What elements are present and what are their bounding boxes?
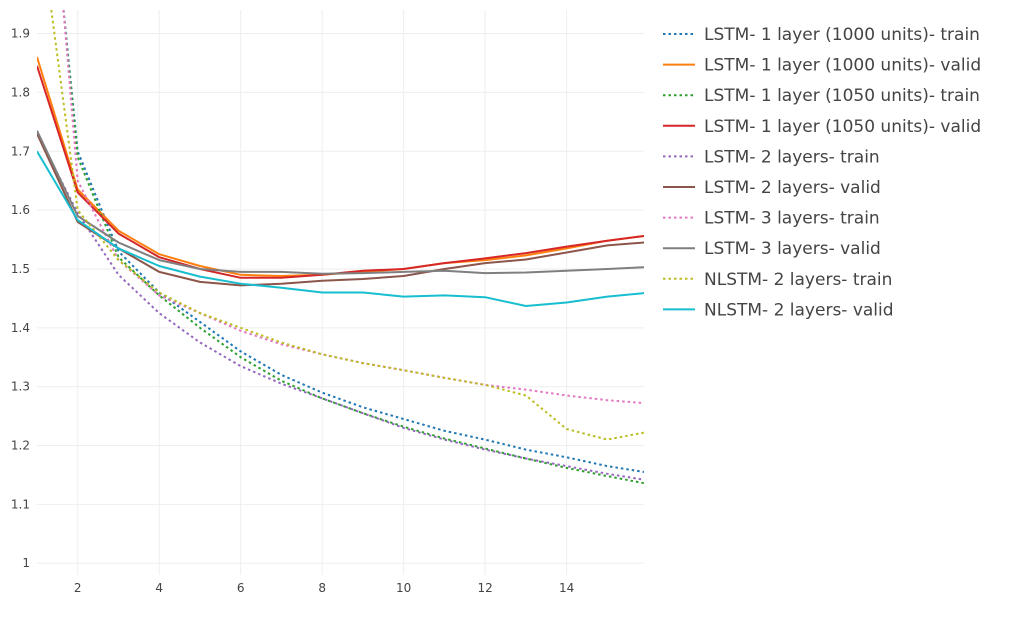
legend-item[interactable]: LSTM- 2 layers- valid xyxy=(663,178,881,198)
legend-label: NLSTM- 2 layers- valid xyxy=(704,300,894,320)
series-line-9 xyxy=(50,10,644,441)
y-tick-label: 1 xyxy=(22,556,30,570)
legend: LSTM- 1 layer (1000 units)- train LSTM- 1… xyxy=(663,25,981,320)
y-tick-label: 1.2 xyxy=(11,439,30,453)
x-tick-label: 12 xyxy=(477,581,492,595)
y-tick-label: 1.6 xyxy=(11,203,30,217)
legend-item[interactable]: LSTM- 1 layer (1000 units)- valid xyxy=(663,56,981,76)
y-tick-label: 1.7 xyxy=(11,144,30,158)
legend-label: LSTM- 1 layer (1050 units)- valid xyxy=(704,117,981,137)
y-tick-label: 1.1 xyxy=(11,497,30,511)
legend-item[interactable]: LSTM- 1 layer (1000 units)- train xyxy=(663,25,980,45)
y-tick-label: 1.8 xyxy=(11,85,30,99)
x-tick-label: 4 xyxy=(155,581,163,595)
series-layer xyxy=(37,10,644,485)
y-tick-label: 1.5 xyxy=(11,262,30,276)
series-line-1 xyxy=(62,10,644,473)
x-tick-label: 14 xyxy=(559,581,574,595)
series-line-7 xyxy=(62,10,644,405)
y-axis-ticks: 1 1.1 1.2 1.3 1.4 1.5 1.6 1.7 1.8 1.9 xyxy=(11,27,30,571)
series-line-2 xyxy=(37,56,644,277)
legend-item[interactable]: LSTM- 3 layers- valid xyxy=(663,239,881,259)
x-tick-label: 2 xyxy=(74,581,82,595)
legend-label: LSTM- 2 layers- train xyxy=(704,147,880,167)
x-tick-label: 6 xyxy=(237,581,245,595)
series-line-8 xyxy=(37,130,644,275)
legend-label: LSTM- 2 layers- valid xyxy=(704,178,881,198)
series-line-5 xyxy=(37,133,644,481)
series-line-3 xyxy=(62,10,644,485)
legend-item[interactable]: NLSTM- 2 layers- valid xyxy=(663,300,894,320)
y-tick-label: 1.9 xyxy=(11,27,30,41)
y-tick-label: 1.4 xyxy=(11,321,30,335)
legend-item[interactable]: LSTM- 1 layer (1050 units)- train xyxy=(663,86,980,106)
series-line-10 xyxy=(37,150,644,307)
x-axis-ticks: 2 4 6 8 10 12 14 xyxy=(74,581,574,595)
legend-label: LSTM- 1 layer (1000 units)- train xyxy=(704,25,980,45)
legend-label: LSTM- 3 layers- valid xyxy=(704,239,881,259)
legend-label: LSTM- 1 layer (1050 units)- train xyxy=(704,86,980,106)
legend-label: LSTM- 1 layer (1000 units)- valid xyxy=(704,56,981,76)
legend-item[interactable]: LSTM- 3 layers- train xyxy=(663,209,880,229)
legend-label: LSTM- 3 layers- train xyxy=(704,209,880,229)
series-line-6 xyxy=(37,133,644,287)
x-tick-label: 8 xyxy=(318,581,326,595)
legend-item[interactable]: LSTM- 1 layer (1050 units)- valid xyxy=(663,117,981,137)
legend-item[interactable]: NLSTM- 2 layers- train xyxy=(663,270,892,290)
x-tick-label: 10 xyxy=(396,581,411,595)
y-tick-label: 1.3 xyxy=(11,380,30,394)
legend-label: NLSTM- 2 layers- train xyxy=(704,270,892,290)
legend-item[interactable]: LSTM- 2 layers- train xyxy=(663,147,880,167)
